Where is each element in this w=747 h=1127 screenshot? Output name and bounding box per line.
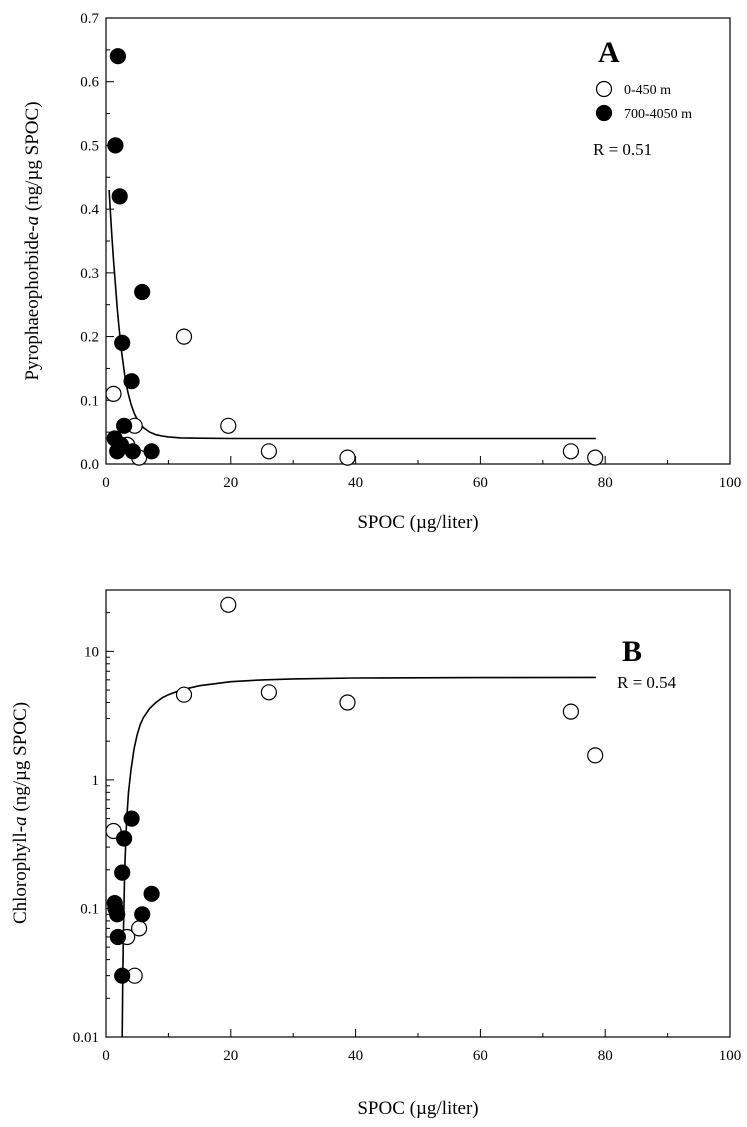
data-point-shallow: [105, 385, 122, 402]
data-point-shallow: [562, 703, 580, 720]
y-tick-label: 0.7: [80, 11, 99, 27]
data-point-deep: [109, 48, 127, 65]
data-point-shallow: [260, 443, 277, 460]
fit-curve: [121, 676, 596, 1038]
data-point-shallow: [260, 684, 277, 701]
x-tick-label: 20: [223, 1048, 238, 1064]
x-tick-label: 0: [102, 1048, 110, 1064]
data-point-deep: [109, 443, 126, 460]
fit-curve: [108, 189, 596, 440]
data-point-deep: [114, 864, 131, 881]
x-tick-label: 100: [719, 1048, 742, 1064]
y-tick-label: 0.4: [80, 202, 99, 218]
y-axis-label-a-suffix: (ng/µg SPOC): [22, 101, 43, 215]
x-tick-label: 100: [719, 475, 742, 491]
data-point-deep: [143, 443, 160, 460]
data-point-deep: [124, 443, 141, 460]
data-point-shallow: [220, 596, 237, 613]
y-axis-label-a-prefix: Pyrophaeophorbide-: [22, 225, 43, 380]
data-point-deep: [115, 417, 133, 434]
data-point-shallow: [131, 920, 148, 937]
panel-label-b: B: [622, 635, 642, 668]
panel-b: 0 20 40 60 80 100 0.01 0.1 1 10 B R = 0.54 SPOC (…: [10, 589, 742, 1119]
data-point-shallow: [220, 417, 237, 434]
data-point-deep: [111, 188, 128, 205]
panel-b-ticks: 0 20 40 60 80 100 0.01 0.1 1 10: [73, 612, 742, 1064]
x-tick-label: 80: [598, 475, 613, 491]
legend: 0-450 m 700-4050 m: [595, 80, 692, 122]
y-tick-label: 0.2: [80, 330, 99, 346]
data-point-deep: [123, 373, 140, 390]
x-tick-label: 40: [348, 1048, 363, 1064]
correlation-a: R = 0.51: [593, 140, 652, 159]
x-tick-label: 60: [473, 1048, 488, 1064]
x-axis-label-b: SPOC (µg/liter): [357, 1098, 478, 1119]
y-axis-label-b-prefix: Chlorophyll-: [10, 826, 31, 924]
x-tick-label: 0: [102, 475, 110, 491]
data-point-shallow: [587, 449, 604, 466]
panel-a-points: [105, 48, 604, 466]
data-point-shallow: [587, 747, 604, 764]
data-point-deep: [134, 906, 151, 923]
panel-b-points: [105, 596, 604, 984]
y-tick-label: 0.6: [80, 75, 99, 91]
legend-marker-open: [595, 80, 613, 98]
y-axis-label-b: Chlorophyll-a (ng/µg SPOC): [10, 702, 31, 924]
data-point-deep: [143, 885, 160, 902]
data-point-deep: [109, 906, 126, 923]
y-tick-label: 0.01: [73, 1030, 99, 1046]
panel-b-fit-line: [121, 676, 596, 1038]
legend-label-open: 0-450 m: [624, 83, 671, 98]
panel-label-a: A: [598, 36, 620, 69]
x-tick-label: 40: [348, 475, 363, 491]
y-axis-label-b-italic: a: [10, 816, 31, 826]
data-point-shallow: [339, 694, 356, 711]
x-tick-label: 20: [223, 475, 238, 491]
data-point-shallow: [562, 443, 580, 460]
data-point-deep: [114, 967, 131, 984]
legend-label-filled: 700-4050 m: [624, 107, 692, 122]
y-axis-label-a: Pyrophaeophorbide-a (ng/µg SPOC): [22, 101, 43, 380]
data-point-deep: [134, 283, 151, 301]
y-tick-label: 10: [84, 644, 99, 660]
panel-a-fit-line: [108, 189, 596, 440]
data-point-deep: [114, 334, 131, 351]
x-tick-label: 80: [598, 1048, 613, 1064]
data-point-shallow: [339, 449, 356, 466]
y-tick-label: 1: [92, 773, 100, 789]
y-tick-label: 0.0: [80, 457, 99, 473]
data-point-deep: [115, 830, 133, 847]
correlation-b: R = 0.54: [617, 673, 677, 692]
data-point-deep: [107, 137, 124, 154]
panel-a: 0 20 40 60 80 100 0.0 0.1 0.2 0.3 0.4 0.5 0.6 0.7 A 0…: [22, 11, 741, 533]
data-point-shallow: [175, 328, 193, 345]
x-axis-label-a: SPOC (µg/liter): [357, 512, 478, 533]
data-point-shallow: [175, 686, 193, 703]
y-tick-label: 0.5: [80, 138, 99, 154]
x-tick-label: 60: [473, 475, 488, 491]
data-point-deep: [123, 810, 140, 827]
data-point-deep: [109, 928, 127, 946]
legend-marker-filled: [595, 104, 613, 122]
y-axis-label-a-italic: a: [22, 216, 43, 226]
y-tick-label: 0.1: [80, 393, 99, 409]
panel-a-ticks: 0 20 40 60 80 100 0.0 0.1 0.2 0.3 0.4 0.5 0.6 0.7: [80, 11, 741, 491]
y-tick-label: 0.3: [80, 266, 99, 282]
y-axis-label-b-suffix: (ng/µg SPOC): [10, 702, 31, 816]
y-tick-label: 0.1: [80, 901, 99, 917]
